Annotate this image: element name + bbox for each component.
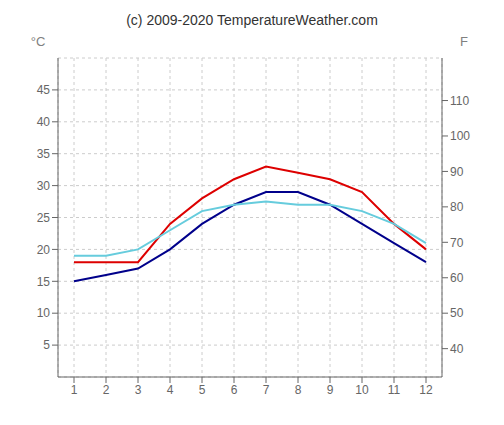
svg-text:10: 10: [37, 306, 51, 320]
svg-text:80: 80: [450, 200, 464, 214]
svg-text:9: 9: [327, 383, 334, 397]
svg-text:8: 8: [295, 383, 302, 397]
svg-text:4: 4: [167, 383, 174, 397]
svg-text:50: 50: [450, 306, 464, 320]
svg-text:11: 11: [388, 383, 401, 397]
svg-text:10: 10: [355, 383, 369, 397]
svg-text:40: 40: [450, 342, 464, 356]
svg-text:25: 25: [37, 211, 51, 225]
svg-text:2: 2: [103, 383, 110, 397]
svg-text:110: 110: [450, 94, 469, 108]
svg-text:60: 60: [450, 271, 464, 285]
svg-text:40: 40: [37, 115, 51, 129]
svg-text:F: F: [460, 34, 468, 49]
svg-text:70: 70: [450, 236, 464, 250]
svg-text:5: 5: [43, 338, 50, 352]
svg-text:45: 45: [37, 83, 51, 97]
svg-text:5: 5: [199, 383, 206, 397]
svg-text:1: 1: [71, 383, 78, 397]
svg-text:3: 3: [135, 383, 142, 397]
svg-text:20: 20: [37, 243, 51, 257]
svg-text:35: 35: [37, 147, 51, 161]
svg-text:15: 15: [37, 275, 51, 289]
svg-text:6: 6: [231, 383, 238, 397]
svg-text:7: 7: [263, 383, 270, 397]
svg-text:°C: °C: [31, 34, 46, 49]
html-text:(c) 2009-2020 TemperatureWeath: (c) 2009-2020 TemperatureWeather.com: [126, 12, 378, 28]
svg-text:30: 30: [37, 179, 51, 193]
svg-text:12: 12: [419, 383, 433, 397]
svg-text:100: 100: [450, 129, 470, 143]
svg-text:90: 90: [450, 165, 464, 179]
